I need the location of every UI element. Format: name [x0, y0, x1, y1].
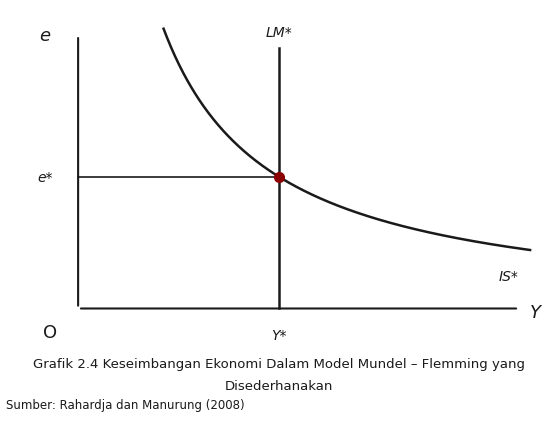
Text: IS*: IS*: [499, 269, 519, 283]
Text: LM*: LM*: [266, 25, 292, 39]
Text: Sumber: Rahardja dan Manurung (2008): Sumber: Rahardja dan Manurung (2008): [6, 399, 244, 412]
Text: Grafik 2.4 Keseimbangan Ekonomi Dalam Model Mundel – Flemming yang: Grafik 2.4 Keseimbangan Ekonomi Dalam Mo…: [33, 357, 525, 370]
Text: Disederhanakan: Disederhanakan: [225, 379, 333, 392]
Text: O: O: [43, 323, 57, 341]
Text: Y: Y: [530, 303, 541, 321]
Text: e*: e*: [37, 170, 52, 184]
Text: Y*: Y*: [271, 328, 287, 342]
Text: e: e: [39, 27, 50, 45]
